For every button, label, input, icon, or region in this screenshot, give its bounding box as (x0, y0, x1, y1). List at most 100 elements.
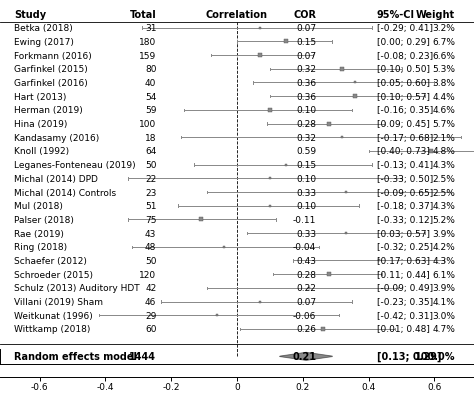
Text: 50: 50 (145, 161, 156, 170)
Text: COR: COR (293, 10, 316, 20)
Text: Leganes-Fonteneau (2019): Leganes-Fonteneau (2019) (14, 161, 136, 170)
Text: -0.06: -0.06 (293, 311, 316, 320)
Text: 3.9%: 3.9% (432, 229, 455, 238)
Text: [0.01; 0.48]: [0.01; 0.48] (377, 325, 430, 334)
Text: 0.21: 0.21 (292, 351, 316, 361)
Text: Random effects model: Random effects model (14, 351, 137, 361)
Text: 100.0%: 100.0% (415, 351, 455, 361)
Text: [-0.08; 0.23]: [-0.08; 0.23] (377, 51, 433, 61)
Text: [-0.09; 0.65]: [-0.09; 0.65] (377, 188, 433, 197)
Text: 4.3%: 4.3% (432, 202, 455, 211)
Text: Michal (2014) Controls: Michal (2014) Controls (14, 188, 116, 197)
Text: 159: 159 (139, 51, 156, 61)
Text: 42: 42 (145, 284, 156, 293)
Text: 0.32: 0.32 (296, 134, 316, 142)
Text: 0.10: 0.10 (296, 106, 316, 115)
Text: 2.5%: 2.5% (432, 174, 455, 183)
Text: [-0.32; 0.25]: [-0.32; 0.25] (377, 243, 433, 252)
Text: 4.4%: 4.4% (432, 92, 455, 101)
Polygon shape (280, 352, 332, 360)
Text: [0.10; 0.57]: [0.10; 0.57] (377, 92, 430, 101)
Text: Correlation: Correlation (206, 10, 268, 20)
Text: 48: 48 (145, 243, 156, 252)
Text: Betka (2018): Betka (2018) (14, 24, 73, 33)
Text: Garfinkel (2016): Garfinkel (2016) (14, 79, 88, 88)
Text: Schulz (2013) Auditory HDT: Schulz (2013) Auditory HDT (14, 284, 140, 293)
Text: 0.28: 0.28 (296, 120, 316, 129)
Text: 0.26: 0.26 (296, 325, 316, 334)
Text: 1444: 1444 (129, 351, 156, 361)
Text: [-0.33; 0.50]: [-0.33; 0.50] (377, 174, 433, 183)
Text: 0.33: 0.33 (296, 229, 316, 238)
Text: 95%-CI: 95%-CI (377, 10, 415, 20)
Text: 80: 80 (145, 65, 156, 74)
Text: [-0.16; 0.35]: [-0.16; 0.35] (377, 106, 433, 115)
Text: Weight: Weight (416, 10, 455, 20)
Text: [0.09; 0.45]: [0.09; 0.45] (377, 120, 430, 129)
Text: 59: 59 (145, 106, 156, 115)
Text: Study: Study (14, 10, 46, 20)
Text: 2.5%: 2.5% (432, 188, 455, 197)
Text: 4.8%: 4.8% (432, 147, 455, 156)
Text: Hart (2013): Hart (2013) (14, 92, 66, 101)
Text: 4.2%: 4.2% (432, 243, 455, 252)
Text: 0.36: 0.36 (296, 79, 316, 88)
Text: [0.17; 0.63]: [0.17; 0.63] (377, 256, 430, 265)
Text: 6.7%: 6.7% (432, 38, 455, 47)
Text: 22: 22 (145, 174, 156, 183)
Text: [0.11; 0.44]: [0.11; 0.44] (377, 270, 429, 279)
Text: [-0.29; 0.41]: [-0.29; 0.41] (377, 24, 433, 33)
Text: 0.10: 0.10 (296, 202, 316, 211)
Text: [-0.42; 0.31]: [-0.42; 0.31] (377, 311, 433, 320)
Text: 100: 100 (139, 120, 156, 129)
Text: Rae (2019): Rae (2019) (14, 229, 64, 238)
Text: 4.3%: 4.3% (432, 161, 455, 170)
Text: 0.15: 0.15 (296, 38, 316, 47)
Text: Ewing (2017): Ewing (2017) (14, 38, 74, 47)
Text: [-0.23; 0.35]: [-0.23; 0.35] (377, 297, 433, 306)
Text: 51: 51 (145, 202, 156, 211)
Text: 0.22: 0.22 (296, 284, 316, 293)
Text: 60: 60 (145, 325, 156, 334)
Text: Herman (2019): Herman (2019) (14, 106, 83, 115)
Text: Forkmann (2016): Forkmann (2016) (14, 51, 92, 61)
Text: 4.6%: 4.6% (432, 106, 455, 115)
Text: Villani (2019) Sham: Villani (2019) Sham (14, 297, 103, 306)
Text: 40: 40 (145, 79, 156, 88)
Text: Palser (2018): Palser (2018) (14, 215, 74, 224)
Text: 0.07: 0.07 (296, 297, 316, 306)
Text: 0.10: 0.10 (296, 174, 316, 183)
Text: 3.0%: 3.0% (432, 311, 455, 320)
Text: 54: 54 (145, 92, 156, 101)
Text: 3.2%: 3.2% (432, 24, 455, 33)
Text: 5.7%: 5.7% (432, 120, 455, 129)
Text: 31: 31 (145, 24, 156, 33)
Text: 50: 50 (145, 256, 156, 265)
Text: -0.04: -0.04 (293, 243, 316, 252)
Text: 4.3%: 4.3% (432, 256, 455, 265)
Text: Ring (2018): Ring (2018) (14, 243, 67, 252)
Text: Mul (2018): Mul (2018) (14, 202, 63, 211)
Text: 29: 29 (145, 311, 156, 320)
Text: [-0.13; 0.41]: [-0.13; 0.41] (377, 161, 433, 170)
Text: Hina (2019): Hina (2019) (14, 120, 68, 129)
Text: 6.6%: 6.6% (432, 51, 455, 61)
Text: 2.1%: 2.1% (432, 134, 455, 142)
Text: 3.9%: 3.9% (432, 284, 455, 293)
Text: [0.40; 0.73]: [0.40; 0.73] (377, 147, 430, 156)
Text: 4.7%: 4.7% (432, 325, 455, 334)
Text: [-0.17; 0.68]: [-0.17; 0.68] (377, 134, 433, 142)
Text: 0.28: 0.28 (296, 270, 316, 279)
Text: Garfinkel (2015): Garfinkel (2015) (14, 65, 88, 74)
Text: [0.13; 0.29]: [0.13; 0.29] (377, 351, 441, 362)
Text: [0.03; 0.57]: [0.03; 0.57] (377, 229, 430, 238)
Text: Knoll (1992): Knoll (1992) (14, 147, 69, 156)
Text: Wittkamp (2018): Wittkamp (2018) (14, 325, 91, 334)
Text: Schaefer (2012): Schaefer (2012) (14, 256, 87, 265)
Text: 43: 43 (145, 229, 156, 238)
Text: [-0.09; 0.49]: [-0.09; 0.49] (377, 284, 433, 293)
Text: [0.10; 0.50]: [0.10; 0.50] (377, 65, 430, 74)
Text: 46: 46 (145, 297, 156, 306)
Text: [-0.18; 0.37]: [-0.18; 0.37] (377, 202, 433, 211)
Text: Michal (2014) DPD: Michal (2014) DPD (14, 174, 98, 183)
